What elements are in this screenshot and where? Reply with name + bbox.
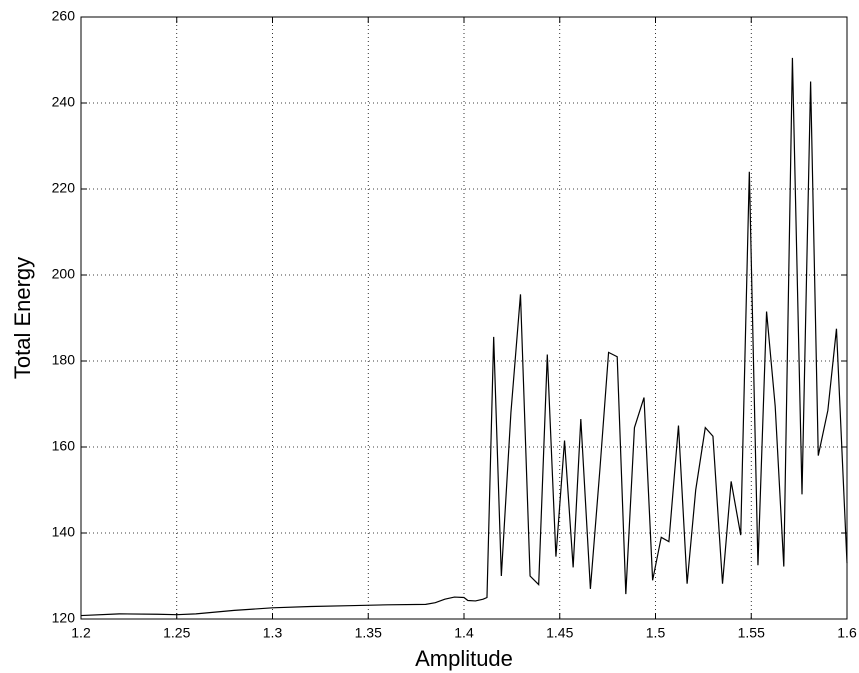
x-tick-label: 1.3 <box>263 625 283 641</box>
x-tick-label: 1.35 <box>355 625 382 641</box>
x-tick-label: 1.45 <box>546 625 573 641</box>
y-tick-label: 180 <box>52 352 76 368</box>
y-tick-label: 260 <box>52 8 76 24</box>
y-tick-label: 140 <box>52 524 76 540</box>
plot-frame <box>80 16 848 620</box>
x-tick-label: 1.25 <box>163 625 190 641</box>
x-axis-label: Amplitude <box>415 646 513 671</box>
x-tick-label: 1.6 <box>837 625 857 641</box>
x-tick-label: 1.2 <box>71 625 91 641</box>
y-tick-label: 160 <box>52 438 76 454</box>
y-tick-label: 120 <box>52 610 76 626</box>
x-tick-label: 1.4 <box>454 625 474 641</box>
y-tick-label: 200 <box>52 266 76 282</box>
data-line <box>80 57 848 617</box>
y-axis-label: Total Energy <box>10 257 35 379</box>
y-tick-label: 220 <box>52 180 76 196</box>
x-tick-label: 1.55 <box>738 625 765 641</box>
y-tick-label: 240 <box>52 94 76 110</box>
x-tick-label: 1.5 <box>646 625 666 641</box>
